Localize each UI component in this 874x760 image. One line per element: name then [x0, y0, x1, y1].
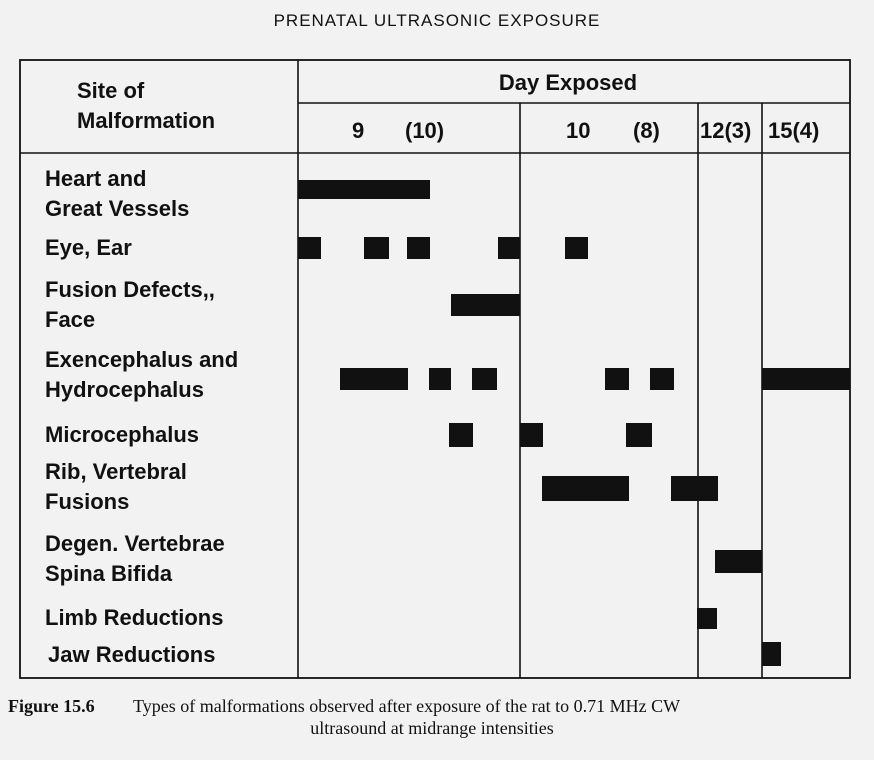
row-header: Site of	[77, 78, 145, 103]
row-label: Heart and	[45, 166, 146, 191]
exposure-bars	[298, 180, 850, 666]
row-label: Fusions	[45, 489, 129, 514]
row-label: Face	[45, 307, 95, 332]
column-label: 9	[352, 118, 364, 143]
row-label: Great Vessels	[45, 196, 189, 221]
row-label: Degen. Vertebrae	[45, 531, 225, 556]
row-header: Malformation	[77, 108, 215, 133]
row-label: Hydrocephalus	[45, 377, 204, 402]
row-label: Limb Reductions	[45, 605, 223, 630]
row-label: Fusion Defects,,	[45, 277, 215, 302]
column-label: (8)	[633, 118, 660, 143]
caption-label: Figure 15.6	[8, 696, 95, 716]
row-label: Exencephalus and	[45, 347, 238, 372]
column-header: Day Exposed	[499, 70, 637, 95]
title: PRENATAL ULTRASONIC EXPOSURE	[274, 11, 601, 30]
caption-line: ultrasound at midrange intensities	[310, 718, 553, 738]
table-frame	[19, 59, 851, 679]
caption-line: Types of malformations observed after ex…	[133, 696, 680, 716]
column-label: (10)	[405, 118, 444, 143]
column-label: 12(3)	[700, 118, 751, 143]
row-label: Microcephalus	[45, 422, 199, 447]
column-label: 10	[566, 118, 590, 143]
column-label: 15(4)	[768, 118, 819, 143]
row-label: Rib, Vertebral	[45, 459, 187, 484]
row-label: Spina Bifida	[45, 561, 173, 586]
row-label: Eye, Ear	[45, 235, 132, 260]
row-label: Jaw Reductions	[48, 642, 215, 667]
